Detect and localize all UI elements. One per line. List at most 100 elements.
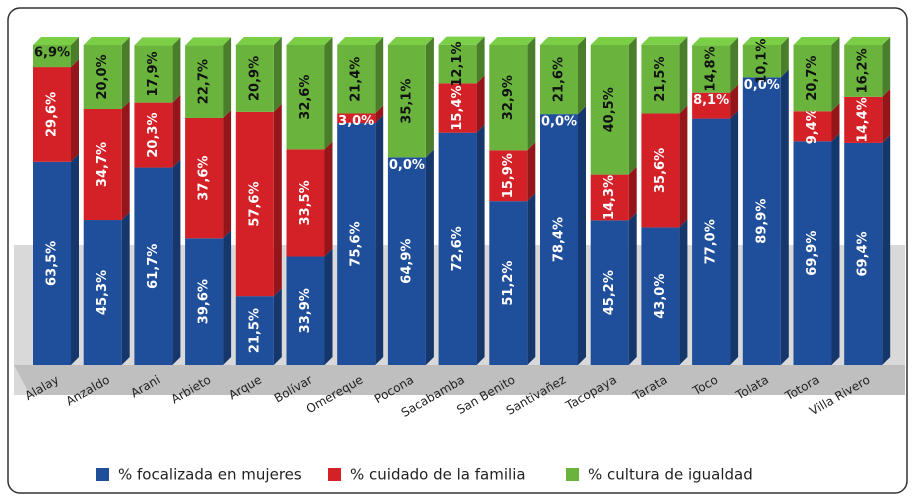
value-label: 77,0% bbox=[704, 219, 719, 264]
value-label: 37,6% bbox=[197, 156, 212, 201]
value-label: 17,9% bbox=[146, 51, 161, 96]
value-label: 89,9% bbox=[754, 199, 769, 244]
value-label: 64,9% bbox=[399, 239, 414, 284]
bar-segment bbox=[641, 113, 680, 228]
bar-top bbox=[540, 37, 586, 45]
bar-segment bbox=[540, 45, 578, 115]
bar-segment bbox=[337, 45, 376, 114]
legend-swatch bbox=[96, 468, 109, 481]
bar-segment bbox=[641, 44, 680, 114]
bar-side bbox=[71, 37, 79, 68]
value-label: 20,9% bbox=[247, 56, 262, 101]
bar-segment bbox=[134, 102, 173, 168]
bar-segment bbox=[793, 45, 832, 112]
bar-segment bbox=[134, 167, 173, 365]
bar-side bbox=[425, 37, 434, 158]
bar-side bbox=[831, 37, 840, 112]
bar-top bbox=[337, 37, 384, 45]
bar-segment bbox=[489, 45, 528, 151]
bar-side bbox=[425, 149, 434, 365]
bar-top bbox=[438, 36, 485, 45]
value-label: 20,0% bbox=[95, 54, 110, 99]
bar-top bbox=[83, 37, 130, 45]
bar-segment bbox=[742, 77, 781, 365]
value-label: 21,6% bbox=[552, 57, 567, 102]
bar-side bbox=[172, 94, 181, 168]
value-label: 33,5% bbox=[298, 180, 313, 225]
bar-segment bbox=[692, 118, 731, 365]
value-label: 32,6% bbox=[298, 75, 313, 120]
bar-side bbox=[780, 37, 789, 78]
bar-side bbox=[679, 36, 688, 114]
value-label: 75,6% bbox=[349, 221, 364, 266]
bar-side bbox=[121, 212, 130, 365]
bar-top bbox=[185, 37, 232, 46]
value-label: 72,6% bbox=[450, 226, 465, 271]
bar-segment bbox=[590, 220, 629, 365]
value-label: 45,2% bbox=[602, 270, 617, 315]
bar-side bbox=[375, 115, 384, 365]
bar-segment bbox=[692, 45, 731, 93]
bar-side bbox=[223, 37, 232, 118]
bar-side bbox=[882, 88, 891, 143]
bar-segment bbox=[337, 123, 376, 365]
bar-side bbox=[527, 142, 536, 202]
bar-side bbox=[273, 103, 282, 297]
bar-segment bbox=[235, 296, 274, 365]
bar-segment bbox=[33, 161, 71, 365]
bar-segment bbox=[438, 83, 477, 133]
bar-segment bbox=[692, 92, 731, 119]
bar-segment bbox=[286, 256, 325, 365]
bar-top bbox=[489, 37, 536, 45]
bar-side bbox=[223, 230, 232, 365]
bar-segment bbox=[185, 238, 224, 365]
bar-segment bbox=[590, 174, 629, 221]
bar-side bbox=[375, 105, 384, 124]
bar-segment bbox=[33, 45, 71, 68]
value-label: 21,5% bbox=[653, 57, 668, 102]
value-label: 14,3% bbox=[602, 175, 617, 220]
value-label: 69,9% bbox=[805, 231, 820, 276]
value-label: 0,0% bbox=[541, 115, 577, 130]
bar-segment bbox=[33, 67, 71, 162]
bar-side bbox=[578, 37, 586, 115]
bar-side bbox=[679, 105, 688, 228]
bar-segment bbox=[185, 45, 224, 118]
bar-side bbox=[273, 37, 282, 112]
bar-top bbox=[590, 37, 637, 45]
bar-side bbox=[223, 109, 232, 239]
bar-side bbox=[882, 134, 891, 365]
value-label: 35,1% bbox=[399, 79, 414, 124]
value-label: 33,9% bbox=[298, 288, 313, 333]
bar-segment bbox=[438, 132, 477, 365]
value-label: 69,4% bbox=[856, 231, 871, 276]
bar-segment bbox=[489, 150, 528, 202]
bar-side bbox=[172, 159, 181, 365]
legend-label: % focalizada en mujeres bbox=[118, 466, 302, 484]
bar-segment bbox=[387, 45, 426, 158]
value-label: 14,4% bbox=[856, 97, 871, 142]
bar-side bbox=[324, 248, 333, 365]
bar-side bbox=[527, 37, 536, 151]
bar-side bbox=[121, 101, 130, 221]
bar-side bbox=[628, 166, 637, 221]
bar-side bbox=[476, 124, 485, 366]
value-label: 10,1% bbox=[754, 39, 769, 84]
value-label: 8,1% bbox=[693, 93, 729, 108]
bar-side bbox=[831, 133, 840, 365]
floor bbox=[14, 365, 905, 395]
bar-side bbox=[730, 110, 739, 365]
bar-segment bbox=[793, 141, 832, 365]
value-label: 39,6% bbox=[197, 279, 212, 324]
value-label: 9,4% bbox=[805, 108, 820, 144]
bar-top bbox=[387, 37, 434, 45]
bar-side bbox=[273, 288, 282, 365]
value-label: 20,7% bbox=[805, 56, 820, 101]
bar-segment bbox=[185, 117, 224, 239]
bar-side bbox=[578, 106, 586, 366]
legend-label: % cultura de igualdad bbox=[588, 466, 753, 484]
value-label: 12,1% bbox=[450, 41, 465, 86]
bar-side bbox=[172, 37, 181, 103]
